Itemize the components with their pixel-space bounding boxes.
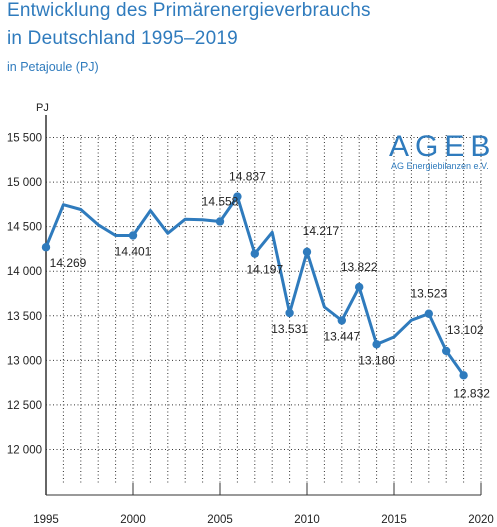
data-label: 14.558 <box>202 194 239 208</box>
logo-text: AGEB <box>389 130 496 163</box>
grid <box>45 135 482 485</box>
y-tick-label: 15 500 <box>7 133 42 145</box>
data-label: 14.197 <box>246 263 283 277</box>
data-point <box>41 243 51 252</box>
ageb-logo: AGEB AG Energiebilanzen e.V. <box>389 130 496 171</box>
chart-subtitle: in Petajoule (PJ) <box>7 60 99 74</box>
data-point <box>424 309 433 318</box>
data-label: 14.401 <box>115 244 152 258</box>
data-point <box>285 308 294 318</box>
x-tick-label: 2005 <box>207 514 233 526</box>
data-markers <box>41 192 468 380</box>
data-point <box>233 192 242 201</box>
data-label: 14.269 <box>50 256 87 270</box>
axes: 15 500 15 000 14 500 14 000 13 500 13 000 12 5… <box>7 115 494 526</box>
data-point <box>442 346 451 356</box>
x-tick-label: 2015 <box>381 514 407 526</box>
y-tick-label: 13 500 <box>7 311 42 323</box>
data-label: 13.180 <box>358 353 395 367</box>
chart-title-line-2: in Deutschland 1995–2019 <box>7 28 238 49</box>
data-label: 13.447 <box>323 330 360 344</box>
data-point <box>459 371 468 380</box>
data-point <box>372 340 381 349</box>
x-tick-label: 2010 <box>294 514 320 526</box>
data-point <box>302 247 312 257</box>
y-tick-label: 13 000 <box>7 355 42 367</box>
data-labels: 14.269 14.401 14.558 14.837 14.197 13.531 14.2… <box>50 170 491 401</box>
data-label: 14.217 <box>303 224 340 238</box>
data-label: 12.832 <box>453 386 490 400</box>
data-label: 13.523 <box>410 287 447 301</box>
data-point <box>337 316 346 325</box>
chart-title-line-1: Entwicklung des Primärenergieverbrauchs <box>7 0 371 21</box>
y-tick-label: 14 500 <box>7 222 42 234</box>
y-tick-label: 14 000 <box>7 266 42 278</box>
data-point <box>355 282 364 292</box>
x-tick-label: 1995 <box>33 514 59 526</box>
y-tick-label: 12 500 <box>7 400 42 412</box>
data-label: 14.837 <box>229 170 266 184</box>
logo-subtext: AG Energiebilanzen e.V. <box>391 161 489 171</box>
data-point <box>215 217 225 226</box>
x-tick-label: 2000 <box>120 514 146 526</box>
data-label: 13.822 <box>341 260 378 274</box>
data-label: 13.102 <box>447 323 484 337</box>
data-point <box>250 249 259 258</box>
y-axis-label: PJ <box>36 102 49 114</box>
data-point <box>128 231 138 240</box>
data-label: 13.531 <box>271 322 308 336</box>
x-tick-label: 2020 <box>468 514 494 526</box>
y-tick-label: 12 000 <box>7 445 42 457</box>
y-tick-label: 15 000 <box>7 177 42 189</box>
